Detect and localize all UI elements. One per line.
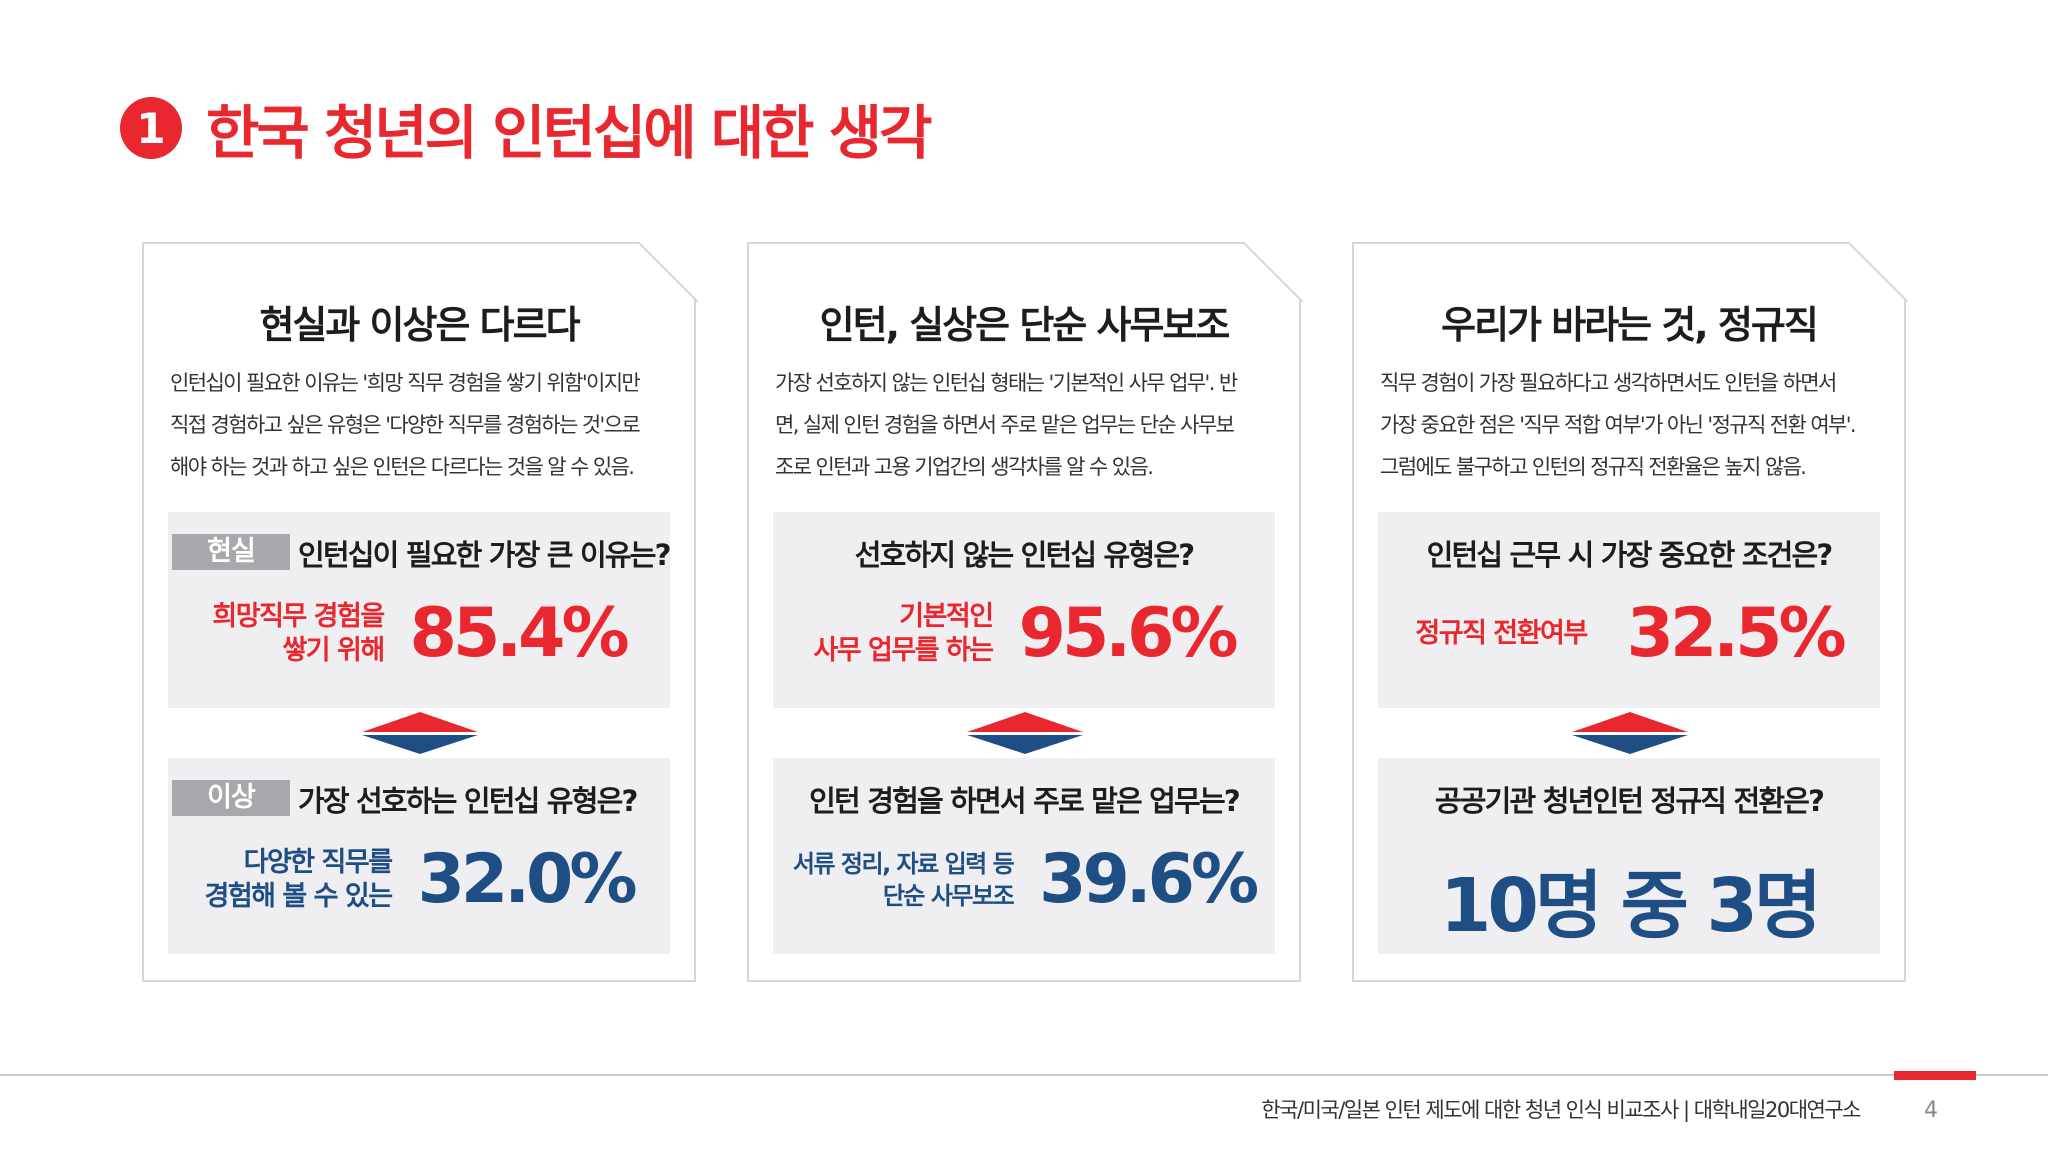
stat-label-line: 다양한 직무를 xyxy=(243,847,392,878)
stat-box-least-preferred: 선호하지 않는 인턴십 유형은? 기본적인 사무 업무를 하는 95.6% xyxy=(773,512,1275,708)
stat-label: 기본적인 사무 업무를 하는 xyxy=(813,600,992,668)
card-intern-reality: 인턴, 실상은 단순 사무보조 가장 선호하지 않는 인턴십 형태는 '기본적인… xyxy=(747,242,1301,982)
stat-box-main-task: 인턴 경험을 하면서 주로 맡은 업무는? 서류 정리, 자료 입력 등 단순 … xyxy=(773,758,1275,954)
desc-line: 면, 실제 인턴 경험을 하면서 주로 맡은 업무는 단순 사무보 xyxy=(775,413,1234,437)
card-description: 인턴십이 필요한 이유는 '희망 직무 경험을 쌓기 위함'이지만 직접 경험하… xyxy=(170,362,668,488)
desc-line: 직무 경험이 가장 필요하다고 생각하면서도 인턴을 하면서 xyxy=(1380,371,1836,395)
footer-accent-bar xyxy=(1894,1071,1976,1080)
card-description: 직무 경험이 가장 필요하다고 생각하면서도 인턴을 하면서 가장 중요한 점은… xyxy=(1380,362,1878,488)
compare-diamond-icon xyxy=(967,712,1083,754)
stat-label-line: 사무 업무를 하는 xyxy=(813,635,993,666)
stat-question: 공공기관 청년인턴 정규직 전환은? xyxy=(1434,784,1824,818)
stat-answer: 서류 정리, 자료 입력 등 단순 사무보조 39.6% xyxy=(773,846,1275,914)
desc-line: 해야 하는 것과 하고 싶은 인턴은 다르다는 것을 알 수 있음. xyxy=(170,455,634,479)
stat-box-reality: 현실 인턴십이 필요한 가장 큰 이유는? 희망직무 경험을 쌓기 위해 85.… xyxy=(168,512,670,708)
compare-diamond-icon xyxy=(362,712,478,754)
desc-line: 가장 중요한 점은 '직무 적합 여부'가 아닌 '정규직 전환 여부'. xyxy=(1380,413,1856,437)
stat-label-line: 쌓기 위해 xyxy=(282,635,384,666)
stat-label-line: 기본적인 xyxy=(899,601,993,632)
stat-label-line: 희망직무 경험을 xyxy=(212,601,384,632)
stat-box-conversion-rate: 공공기관 청년인턴 정규직 전환은? 10명 중 3명 xyxy=(1378,758,1880,954)
card-heading: 인턴, 실상은 단순 사무보조 xyxy=(819,303,1229,347)
tag-reality: 현실 xyxy=(172,534,290,570)
section-number-badge: 1 xyxy=(120,97,182,159)
stat-value: 10명 중 3명 xyxy=(1439,863,1819,949)
stat-value: 95.6% xyxy=(1018,594,1235,673)
stat-answer: 정규직 전환여부 32.5% xyxy=(1378,600,1880,668)
stat-label: 희망직무 경험을 쌓기 위해 xyxy=(212,600,383,668)
compare-diamond-icon xyxy=(1572,712,1688,754)
card-heading: 우리가 바라는 것, 정규직 xyxy=(1441,303,1817,347)
page-title: 1 한국 청년의 인턴십에 대한 생각 xyxy=(120,86,932,170)
stat-label-line: 단순 사무보조 xyxy=(882,882,1014,910)
footer-source: 한국/미국/일본 인턴 제도에 대한 청년 인식 비교조사 | 대학내일20대연… xyxy=(1261,1098,1861,1122)
stat-label-line: 경험해 볼 수 있는 xyxy=(204,881,392,912)
card-heading: 현실과 이상은 다르다 xyxy=(259,303,579,347)
stat-answer: 다양한 직무를 경험해 볼 수 있는 32.0% xyxy=(168,846,670,914)
stat-value: 39.6% xyxy=(1039,840,1256,919)
stat-question: 인턴십이 필요한 가장 큰 이유는? xyxy=(298,538,670,572)
footer-divider xyxy=(0,1074,2048,1076)
stat-value: 32.0% xyxy=(417,840,634,919)
stat-question: 선호하지 않는 인턴십 유형은? xyxy=(854,538,1194,572)
desc-line: 가장 선호하지 않는 인턴십 형태는 '기본적인 사무 업무'. 반 xyxy=(775,371,1237,395)
stat-label: 정규직 전환여부 xyxy=(1415,617,1586,651)
stat-value: 85.4% xyxy=(409,594,626,673)
card-regular-job: 우리가 바라는 것, 정규직 직무 경험이 가장 필요하다고 생각하면서도 인턴… xyxy=(1352,242,1906,982)
stat-question: 가장 선호하는 인턴십 유형은? xyxy=(298,784,637,818)
card-reality-vs-ideal: 현실과 이상은 다르다 인턴십이 필요한 이유는 '희망 직무 경험을 쌓기 위… xyxy=(142,242,696,982)
page-fold-corner xyxy=(1243,242,1303,302)
stat-question: 인턴 경험을 하면서 주로 맡은 업무는? xyxy=(809,784,1239,818)
stat-label: 다양한 직무를 경험해 볼 수 있는 xyxy=(204,846,391,914)
stat-label-line: 정규직 전환여부 xyxy=(1415,618,1587,649)
stat-answer: 기본적인 사무 업무를 하는 95.6% xyxy=(773,600,1275,668)
stat-box-important-condition: 인턴십 근무 시 가장 중요한 조건은? 정규직 전환여부 32.5% xyxy=(1378,512,1880,708)
stat-question: 인턴십 근무 시 가장 중요한 조건은? xyxy=(1426,538,1832,572)
stat-label: 서류 정리, 자료 입력 등 단순 사무보조 xyxy=(793,848,1013,912)
page-fold-corner xyxy=(638,242,698,302)
desc-line: 직접 경험하고 싶은 유형은 '다양한 직무를 경험하는 것'으로 xyxy=(170,413,640,437)
card-description: 가장 선호하지 않는 인턴십 형태는 '기본적인 사무 업무'. 반 면, 실제… xyxy=(775,362,1273,488)
stat-box-ideal: 이상 가장 선호하는 인턴십 유형은? 다양한 직무를 경험해 볼 수 있는 3… xyxy=(168,758,670,954)
desc-line: 그럼에도 불구하고 인턴의 정규직 전환율은 높지 않음. xyxy=(1380,455,1806,479)
stat-answer: 희망직무 경험을 쌓기 위해 85.4% xyxy=(168,600,670,668)
stat-label-line: 서류 정리, 자료 입력 등 xyxy=(792,850,1014,878)
tag-ideal: 이상 xyxy=(172,780,290,816)
stat-answer: 10명 중 3명 xyxy=(1378,846,1880,953)
desc-line: 인턴십이 필요한 이유는 '희망 직무 경험을 쌓기 위함'이지만 xyxy=(170,371,640,395)
page-title-text: 한국 청년의 인턴십에 대한 생각 xyxy=(206,99,932,167)
page-number: 4 xyxy=(1924,1098,1938,1123)
page-fold-corner xyxy=(1848,242,1908,302)
desc-line: 조로 인턴과 고용 기업간의 생각차를 알 수 있음. xyxy=(775,455,1153,479)
stat-value: 32.5% xyxy=(1626,594,1843,673)
